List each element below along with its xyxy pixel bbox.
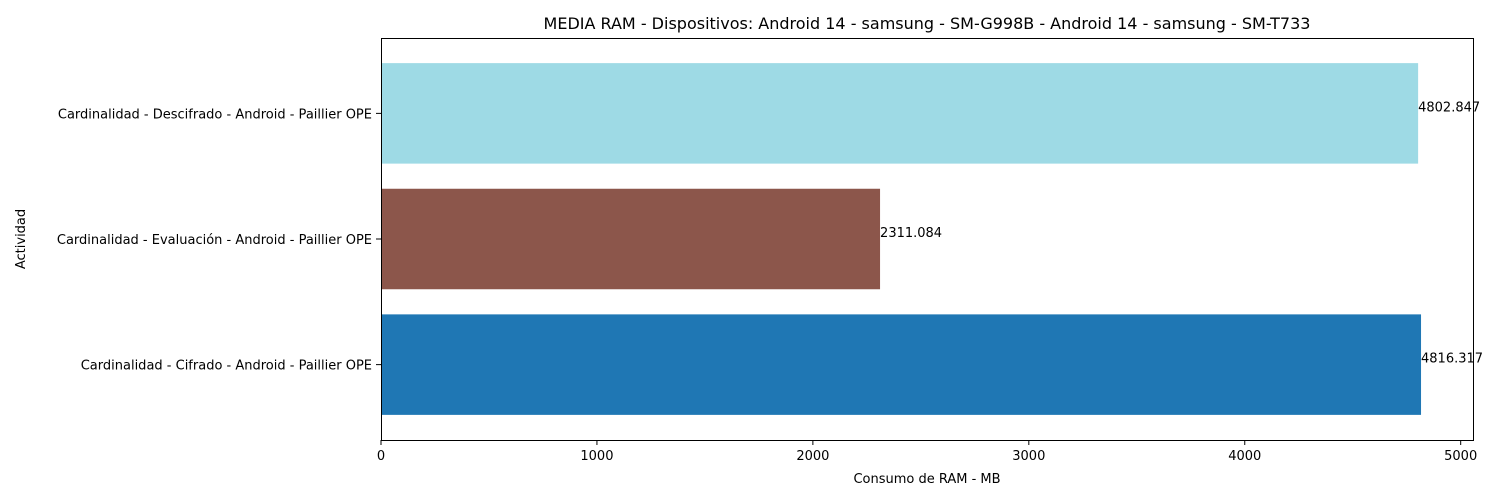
value-labels-group: 4816.317 2311.084 4802.847	[880, 100, 1483, 366]
x-tick-label-4: 4000	[1228, 449, 1261, 464]
x-axis-ticks: 0 1000 2000 3000 4000 5000	[377, 440, 1477, 464]
value-label-1: 2311.084	[880, 226, 942, 241]
x-tick-label-5: 5000	[1444, 449, 1477, 464]
bar-0	[381, 314, 1422, 415]
y-axis-ticks: Cardinalidad - Cifrado - Android - Paill…	[57, 107, 381, 374]
chart-title: MEDIA RAM - Dispositivos: Android 14 - s…	[544, 14, 1311, 33]
x-tick-label-3: 3000	[1012, 449, 1045, 464]
bar-2	[381, 63, 1419, 164]
bar-1	[381, 188, 881, 290]
plot-frame	[381, 38, 1474, 441]
value-label-2: 4802.847	[1418, 100, 1480, 115]
y-tick-label-0: Cardinalidad - Cifrado - Android - Paill…	[81, 359, 372, 374]
x-tick-label-1: 1000	[580, 449, 613, 464]
y-axis-label: Actividad	[14, 209, 29, 269]
y-tick-label-1: Cardinalidad - Evaluación - Android - Pa…	[57, 233, 372, 248]
y-tick-label-2: Cardinalidad - Descifrado - Android - Pa…	[58, 107, 372, 122]
x-tick-label-2: 2000	[796, 449, 829, 464]
x-tick-label-0: 0	[377, 449, 385, 464]
value-label-0: 4816.317	[1421, 352, 1483, 367]
bars-group	[381, 63, 1422, 415]
x-axis-label: Consumo de RAM - MB	[853, 472, 1000, 487]
